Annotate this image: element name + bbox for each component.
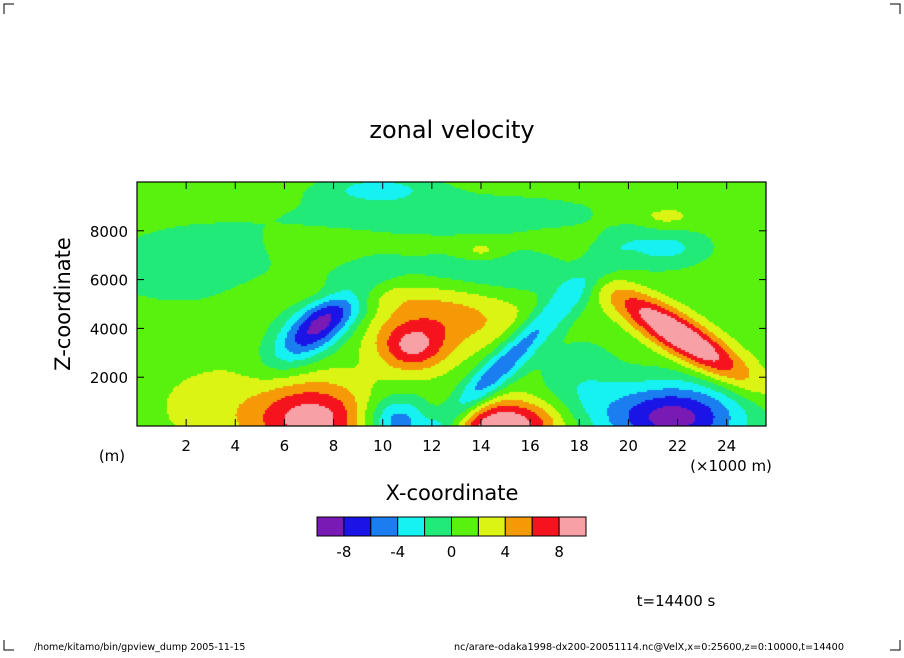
plot-frame: [136, 181, 767, 427]
x-tick-label: 16: [521, 437, 540, 455]
colorbar: -8 -4 0 4 8: [316, 516, 587, 561]
x-tick-label: 2: [181, 437, 191, 455]
footer-right: nc/arare-odaka1998-dx200-20051114.nc@Vel…: [454, 642, 844, 653]
x-scale-label: (×1000 m): [690, 457, 772, 475]
colorbar-swatch: [477, 516, 506, 537]
x-unit-label: (m): [99, 447, 125, 465]
y-tick-label: 4000: [90, 320, 128, 338]
x-tick-label: 18: [570, 437, 589, 455]
colorbar-tick-label: 8: [554, 543, 564, 561]
x-tick-label: 10: [373, 437, 392, 455]
contour-field: [137, 182, 766, 426]
x-axis: 2 4 6 8 10 12 14 16 18 20 22 24: [181, 182, 736, 455]
x-tick-label: 20: [619, 437, 638, 455]
colorbar-swatch: [504, 516, 533, 537]
colorbar-swatch: [531, 516, 560, 537]
contour-image: [137, 182, 766, 426]
x-tick-label: 4: [231, 437, 241, 455]
colorbar-tick-label: 4: [501, 543, 511, 561]
colorbar-tick-label: -8: [336, 543, 351, 561]
colorbar-swatch: [343, 516, 372, 537]
y-axis-label: Z-coordinate: [51, 237, 75, 371]
colorbar-tick-label: -4: [390, 543, 405, 561]
y-axis: 2000 4000 6000 8000: [90, 223, 766, 387]
colorbar-swatch: [370, 516, 399, 537]
footer-left: /home/kitamo/bin/gpview_dump 2005-11-15: [34, 642, 245, 653]
colorbar-swatch: [316, 516, 345, 537]
corner-marks: [3, 3, 901, 651]
x-tick-label: 14: [471, 437, 490, 455]
x-tick-label: 12: [422, 437, 441, 455]
colorbar-swatch: [397, 516, 426, 537]
y-tick-label: 6000: [90, 272, 128, 290]
x-tick-label: 22: [668, 437, 687, 455]
colorbar-swatch: [451, 516, 479, 537]
x-tick-label: 6: [280, 437, 290, 455]
y-tick-label: 8000: [90, 223, 128, 241]
colorbar-tick-label: 0: [447, 543, 457, 561]
x-tick-label: 8: [329, 437, 339, 455]
time-label: t=14400 s: [637, 592, 716, 610]
colorbar-swatch: [424, 516, 453, 537]
chart-title: zonal velocity: [369, 116, 534, 144]
colorbar-swatch: [558, 516, 587, 537]
x-tick-label: 24: [717, 437, 736, 455]
x-axis-label: X-coordinate: [386, 481, 519, 505]
y-tick-label: 2000: [90, 369, 128, 387]
